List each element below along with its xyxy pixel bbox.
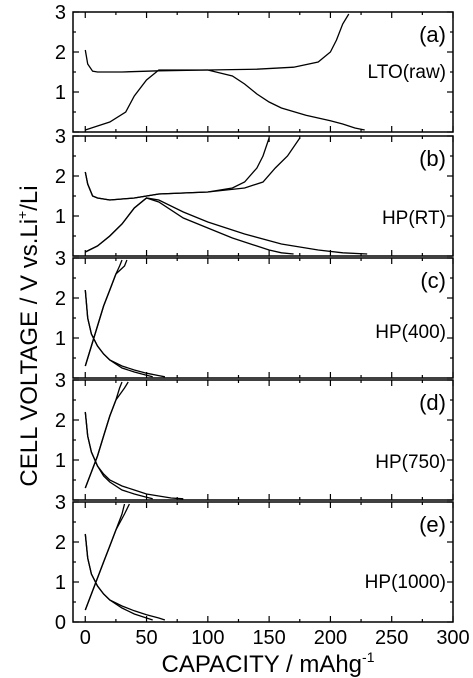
panel-2-sample-label: HP(RT) [382,208,446,229]
panel-2: 1 2 3 (b) HP(RT) [55,126,454,257]
panel-1-curve-1 [85,69,365,131]
panel-4-curve-4 [84,411,184,500]
panel-5-frame [72,501,454,623]
panel-5-curve-2 [84,503,130,611]
panel-3-sample-label: HP(400) [375,322,446,343]
panel-2-curve-1 [85,197,294,255]
panel-5-y-tick-label: 1 [55,572,66,594]
panel-5-y-tick-label: 2 [55,532,66,554]
panel-5: 0 1 2 3 (e) HP(1000) [55,492,454,634]
panel-1-curve-2 [84,13,350,73]
panel-3-curve-4 [84,289,166,378]
panel-3-letter: (c) [420,268,446,293]
panel-4-y-tick-label: 2 [55,410,66,432]
svg-text:CELL VOLTAGE / V vs.Li+/Li: CELL VOLTAGE / V vs.Li+/Li [14,185,43,486]
panel-1-y-tick-label: 3 [55,2,66,24]
panel-4-frame [72,379,454,501]
panel-5-y-tick-label: 3 [55,492,66,514]
panel-3-y-tick-label: 3 [55,248,66,270]
panel-2-curve-4 [84,137,301,201]
panel-5-curve-4 [84,533,166,621]
x-tick-label: 150 [252,627,285,649]
panel-4-y-tick-label: 1 [55,450,66,472]
panel-2-y-tick-label: 2 [55,166,66,188]
panel-2-curve-2 [85,197,368,255]
x-tick-label: 300 [436,627,469,649]
panel-2-letter: (b) [419,146,446,171]
panel-5-sample-label: HP(1000) [365,572,446,593]
y-axis-title-superscript: + [14,211,30,219]
panel-3-curve-2 [84,259,128,367]
x-axis-ticks: 0 50 100 150 200 250 300 [80,627,470,649]
y-axis-title-tail: /Li [16,185,43,210]
x-axis-title: CAPACITY / mAhg-1 [162,649,375,678]
panel-3: 1 2 3 (c) HP(400) [55,248,454,379]
x-tick-label: 0 [80,627,91,649]
panel-4-curve-3 [84,411,153,500]
panel-4-sample-label: HP(750) [375,452,446,473]
panel-1: 1 2 3 (a) LTO(raw) [55,2,454,133]
panel-3-y-tick-label: 2 [55,288,66,310]
x-tick-label: 250 [375,627,408,649]
panels: 123(a)LTO(raw)123(b)HP(RT)123(c)HP(400)1… [55,2,470,649]
panel-4-curve-2 [84,381,129,489]
panel-3-frame [72,257,454,379]
panel-5-y-tick-label: 0 [55,612,66,634]
svg-text:CAPACITY / mAhg-1: CAPACITY / mAhg-1 [162,649,375,678]
panel-5-curve-3 [84,533,153,621]
panel-2-curve-3 [84,137,270,201]
panel-4-letter: (d) [419,390,446,415]
x-tick-label: 200 [314,627,347,649]
panel-5-letter: (e) [419,512,446,537]
y-axis-title-main: CELL VOLTAGE / V vs.Li [16,219,43,487]
panel-3-y-tick-label: 1 [55,328,66,350]
panel-4-y-tick-label: 3 [55,370,66,392]
panel-1-y-tick-label: 2 [55,42,66,64]
panel-2-y-tick-label: 1 [55,206,66,228]
x-axis-title-superscript: -1 [362,649,375,665]
x-tick-label: 100 [191,627,224,649]
panel-2-y-tick-label: 3 [55,126,66,148]
panel-1-y-tick-label: 1 [55,82,66,104]
y-axis-title: CELL VOLTAGE / V vs.Li+/Li [14,185,43,486]
x-tick-label: 50 [135,627,157,649]
panel-1-letter: (a) [419,22,446,47]
panel-4: 1 2 3 (d) HP(750) [55,370,454,501]
panel-1-sample-label: LTO(raw) [368,62,446,83]
x-axis-title-main: CAPACITY / mAhg [162,651,363,678]
